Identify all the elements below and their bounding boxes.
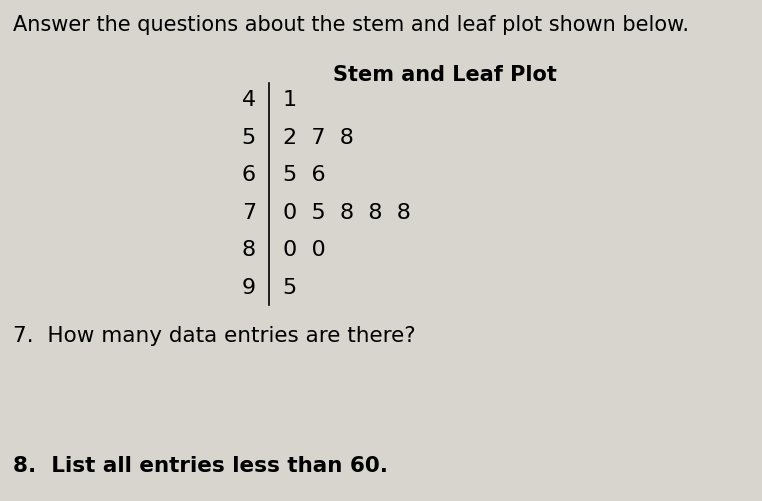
Text: 9: 9: [242, 278, 256, 298]
Text: 8: 8: [242, 240, 256, 261]
Text: 7.  How many data entries are there?: 7. How many data entries are there?: [13, 326, 416, 346]
Text: 5: 5: [242, 128, 256, 148]
Text: 6: 6: [242, 165, 256, 185]
Text: Stem and Leaf Plot: Stem and Leaf Plot: [334, 65, 557, 85]
Text: Answer the questions about the stem and leaf plot shown below.: Answer the questions about the stem and …: [13, 15, 690, 35]
Text: 8.  List all entries less than 60.: 8. List all entries less than 60.: [13, 456, 389, 476]
Text: 5  6: 5 6: [283, 165, 325, 185]
Text: 5: 5: [283, 278, 296, 298]
Text: 4: 4: [242, 90, 256, 110]
Text: 7: 7: [242, 203, 256, 223]
Text: 2  7  8: 2 7 8: [283, 128, 354, 148]
Text: 0  5  8  8  8: 0 5 8 8 8: [283, 203, 411, 223]
Text: 0  0: 0 0: [283, 240, 325, 261]
Text: 1: 1: [283, 90, 296, 110]
